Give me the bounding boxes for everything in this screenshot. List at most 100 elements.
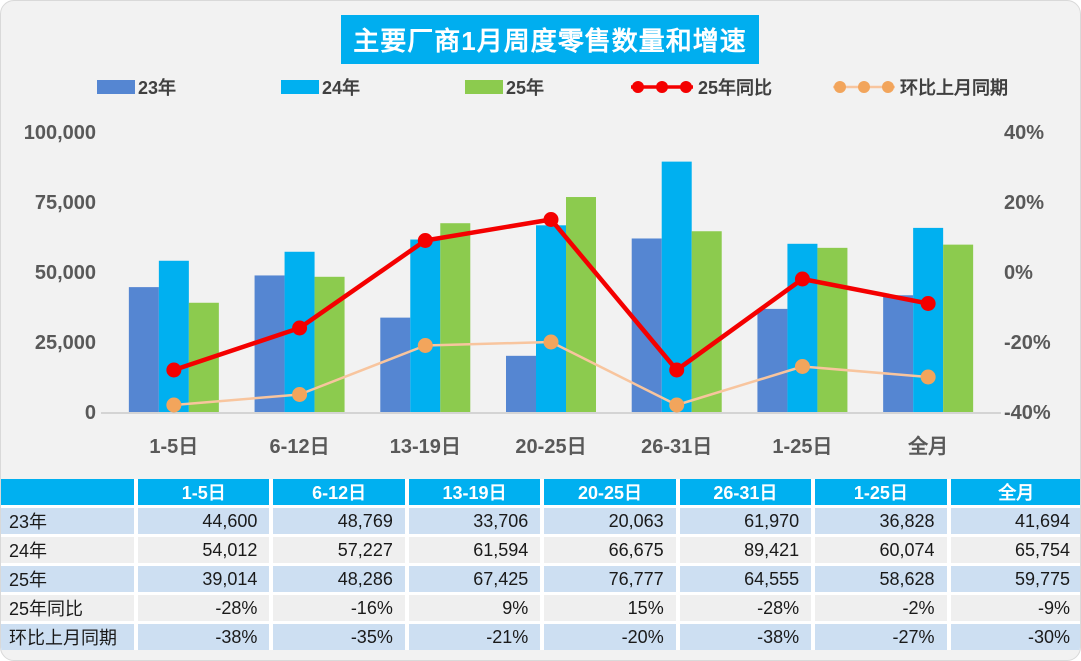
right-axis-tick: 40%	[1004, 122, 1044, 144]
table-cell: -20%	[544, 624, 676, 650]
legend-item-24: 24年	[281, 73, 360, 101]
x-axis-category: 1-5日	[149, 436, 198, 458]
bar-25年	[943, 244, 974, 412]
x-axis-category: 6-12日	[270, 436, 330, 458]
table-cell: -28%	[138, 595, 270, 621]
x-axis-category: 1-25日	[772, 436, 832, 458]
legend-label: 25年	[506, 78, 545, 98]
point-25年同比	[166, 362, 182, 378]
right-axis-tick: -40%	[1004, 402, 1051, 424]
legend-item-23: 23年	[97, 73, 176, 101]
table-header-cell: 13-19日	[408, 479, 541, 505]
legend-label: 环比上月同期	[900, 78, 1008, 98]
point-25年同比	[794, 271, 810, 287]
table-header-cell	[1, 479, 134, 505]
point-25年同比	[292, 320, 308, 336]
table-cell: 61,970	[679, 508, 812, 534]
bar-swatch-icon	[465, 80, 503, 94]
table-cell: 39,014	[138, 566, 270, 592]
point-25年同比	[669, 362, 685, 378]
left-axis-tick: 75,000	[35, 192, 96, 214]
chart-legend: 23年 24年 25年 25年同比 环比上月同期	[1, 73, 1080, 101]
point-环比上月同期	[669, 397, 685, 413]
table-header-cell: 1-25日	[815, 479, 947, 505]
table-header-cell: 26-31日	[679, 479, 812, 505]
table-cell: 60,074	[815, 537, 947, 563]
x-axis-category: 13-19日	[390, 436, 461, 458]
table-header-cell: 1-5日	[138, 479, 270, 505]
table-cell: 61,594	[408, 537, 541, 563]
table-cell: 89,421	[679, 537, 812, 563]
bar-24年	[410, 239, 441, 412]
point-25年同比	[417, 233, 433, 248]
left-axis-tick: 0	[85, 402, 96, 424]
table-cell: 57,227	[273, 537, 405, 563]
x-axis-category: 26-31日	[641, 436, 712, 458]
bar-23年	[506, 355, 536, 412]
table-cell: -2%	[815, 595, 947, 621]
table-cell: -21%	[408, 624, 541, 650]
table-cell: 9%	[408, 595, 541, 621]
point-25年同比	[920, 296, 936, 311]
table-cell: 36,828	[815, 508, 947, 534]
table-cell: -16%	[273, 595, 405, 621]
legend-label: 25年同比	[698, 78, 773, 98]
bar-25年	[440, 223, 471, 412]
x-axis-category: 全月	[907, 434, 948, 458]
bar-23年	[128, 287, 159, 412]
combo-chart: 0 25,000 50,000 75,000 100,000 -40% -20% 0% 20% 4…	[24, 122, 1051, 458]
bar-25年	[566, 197, 596, 412]
point-环比上月同期	[794, 359, 810, 374]
point-环比上月同期	[417, 338, 433, 353]
table-row-label: 25年	[1, 566, 134, 592]
table-cell: 65,754	[950, 537, 1080, 563]
point-25年同比	[543, 212, 559, 227]
table-header-cell: 20-25日	[544, 479, 676, 505]
legend-item-25: 25年	[465, 73, 544, 101]
line-marker-icon	[831, 79, 897, 95]
table-cell: 58,628	[815, 566, 947, 592]
point-环比上月同期	[166, 397, 182, 413]
table-header-cell: 全月	[950, 479, 1080, 505]
table-cell: 41,694	[950, 508, 1080, 534]
left-axis-tick: 50,000	[35, 262, 96, 284]
point-环比上月同期	[543, 334, 559, 350]
bar-25年	[691, 231, 722, 412]
right-axis-tick: 20%	[1004, 192, 1044, 214]
bar-24年	[536, 225, 566, 412]
legend-item-yoy: 25年同比	[629, 73, 772, 101]
table-cell: 48,286	[273, 566, 405, 592]
table-row-label: 24年	[1, 537, 134, 563]
table-cell: 64,555	[679, 566, 812, 592]
table-cell: 66,675	[544, 537, 676, 563]
table-cell: 54,012	[138, 537, 270, 563]
table-cell: 48,769	[273, 508, 405, 534]
table-row-label: 环比上月同期	[1, 624, 134, 650]
left-axis-tick: 25,000	[35, 332, 96, 354]
table-cell: -38%	[679, 624, 812, 650]
point-环比上月同期	[920, 369, 936, 385]
bar-24年	[787, 243, 818, 412]
table-cell: 33,706	[408, 508, 541, 534]
bar-25年	[817, 247, 848, 412]
table-cell: -28%	[679, 595, 812, 621]
table-cell: -30%	[950, 624, 1080, 650]
table-cell: 20,063	[544, 508, 676, 534]
table-row-label: 25年同比	[1, 595, 134, 621]
line-marker-icon	[629, 79, 695, 95]
table-cell: -9%	[950, 595, 1080, 621]
table-cell: 76,777	[544, 566, 676, 592]
bar-23年	[380, 317, 411, 412]
point-环比上月同期	[292, 387, 308, 402]
right-axis-tick: -20%	[1004, 332, 1051, 354]
x-axis-category: 20-25日	[515, 436, 586, 458]
table-cell: 44,600	[138, 508, 270, 534]
table-cell: -38%	[138, 624, 270, 650]
legend-label: 24年	[322, 78, 361, 98]
bar-swatch-icon	[281, 80, 319, 94]
left-axis-tick: 100,000	[24, 122, 96, 144]
table-cell: 15%	[544, 595, 676, 621]
right-axis-tick: 0%	[1004, 262, 1033, 284]
bar-24年	[158, 260, 189, 412]
